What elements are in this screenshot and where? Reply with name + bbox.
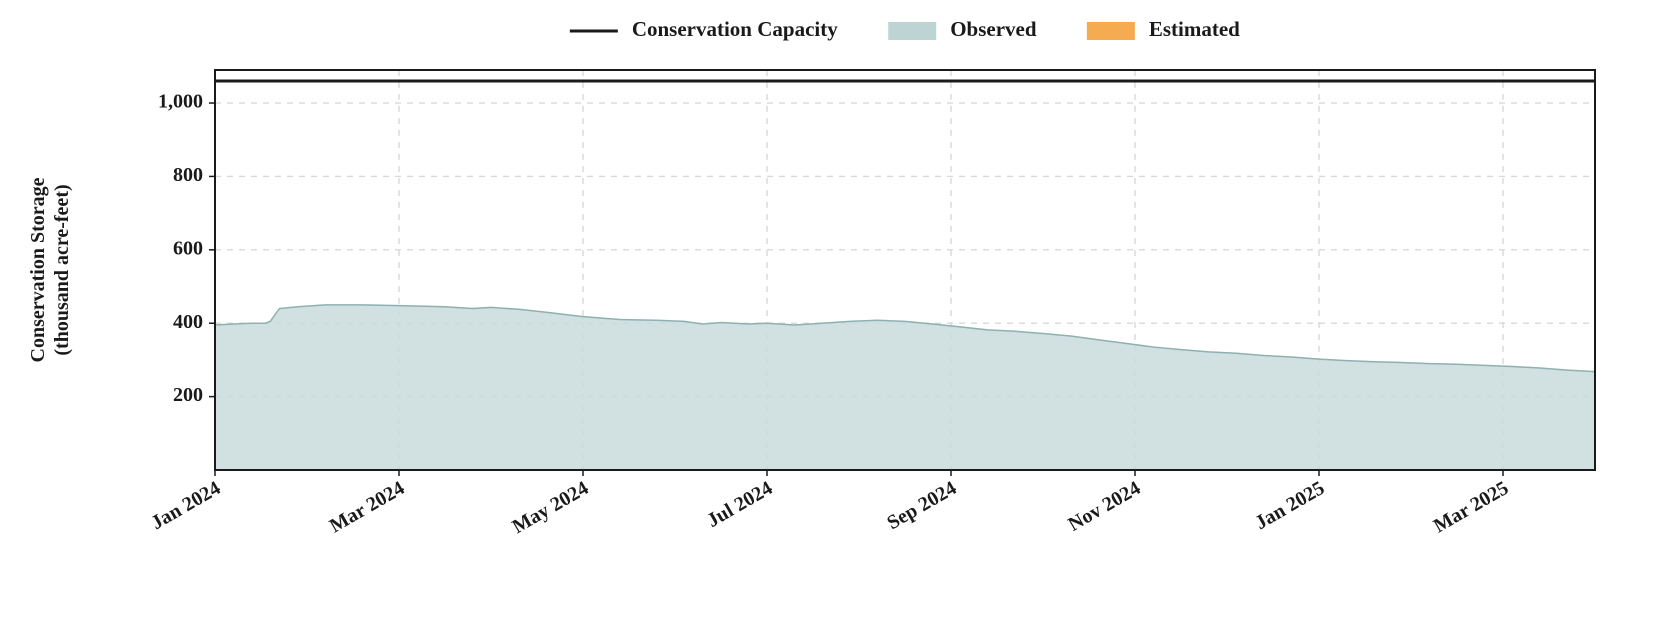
y-tick-label: 400: [173, 311, 203, 333]
y-tick-label: 600: [173, 237, 203, 259]
legend-label: Observed: [950, 17, 1037, 41]
legend-label: Estimated: [1149, 17, 1240, 41]
chart-svg: 2004006008001,000Jan 2024Mar 2024May 202…: [0, 0, 1680, 630]
y-tick-label: 1,000: [158, 91, 203, 113]
legend-label: Conservation Capacity: [632, 17, 838, 41]
y-tick-label: 800: [173, 164, 203, 186]
y-tick-label: 200: [173, 384, 203, 406]
conservation-storage-chart: 2004006008001,000Jan 2024Mar 2024May 202…: [0, 0, 1680, 630]
